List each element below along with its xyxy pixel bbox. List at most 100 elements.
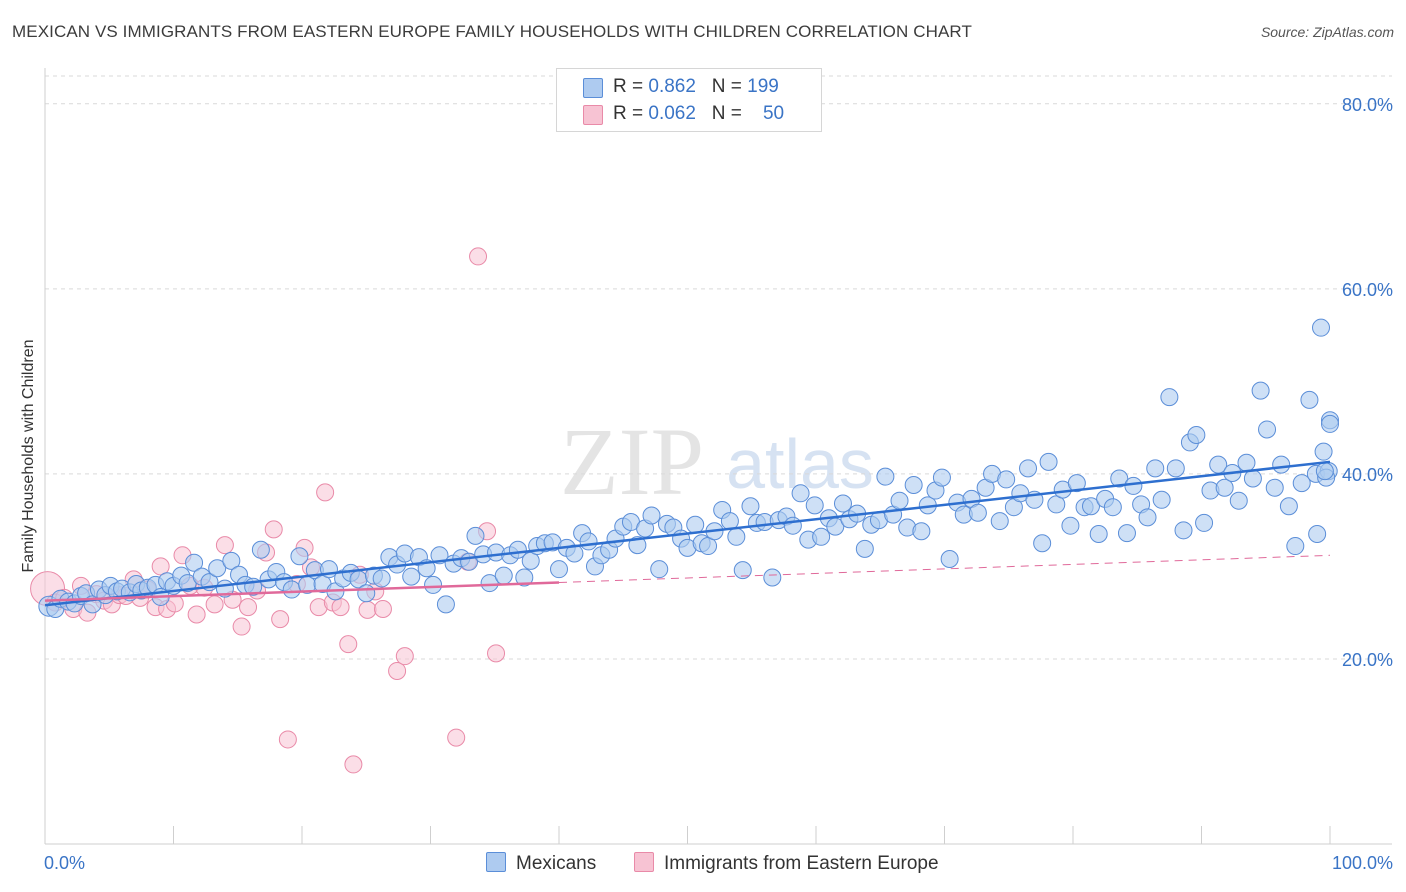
mexicans-point — [1047, 495, 1066, 514]
mexicans-point — [1265, 478, 1284, 497]
mexicans-point — [1152, 490, 1171, 509]
mexicans-point — [1174, 521, 1193, 540]
mexicans-point — [727, 527, 746, 546]
eastern-europe-point — [215, 536, 234, 555]
mexicans-point — [436, 595, 455, 614]
eastern-europe-point — [339, 635, 358, 654]
eastern-europe-point — [151, 557, 170, 576]
trend-lines — [44, 460, 1331, 607]
mexicans-point — [1272, 455, 1291, 474]
mexicans-point — [876, 467, 895, 486]
y-tick-label-80: 80.0% — [1342, 95, 1393, 115]
mexicans-point — [699, 537, 718, 556]
eastern-europe-point — [264, 520, 283, 539]
eastern-europe-trend-solid — [44, 581, 560, 602]
eastern-europe-point — [373, 599, 392, 618]
mexicans-point — [1251, 381, 1270, 400]
mexicans-point — [1110, 469, 1129, 488]
eastern-europe-point — [316, 483, 335, 502]
eastern-europe-point — [487, 644, 506, 663]
mexicans-point — [1195, 513, 1214, 532]
bottom-legend-label-mexicans: Mexicans — [516, 853, 597, 874]
bottom-legend-swatch-pink — [634, 852, 654, 872]
mexicans-point — [783, 516, 802, 535]
bottom-legend-swatch-blue — [486, 852, 506, 872]
mexicans-point — [650, 560, 669, 579]
mexicans-point — [515, 568, 534, 587]
mexicans-point — [424, 575, 443, 594]
y-tick-label-60: 60.0% — [1342, 280, 1393, 300]
mexicans-point — [579, 532, 598, 551]
mexicans-point — [1237, 453, 1256, 472]
mexicans-point — [1300, 390, 1319, 409]
mexicans-point — [1229, 491, 1248, 510]
mexicans-point — [1089, 525, 1108, 544]
mexicans-point — [1314, 442, 1333, 461]
mexicans-point — [686, 515, 705, 534]
mexicans-point — [997, 470, 1016, 489]
mexicans-point — [1124, 476, 1143, 495]
legend-swatch-blue — [583, 78, 603, 98]
eastern-europe-point — [395, 647, 414, 666]
mexicans-point — [1292, 474, 1311, 493]
eastern-europe-point — [205, 595, 224, 614]
mexicans-point — [1243, 469, 1262, 488]
mexicans-point — [494, 566, 513, 585]
chart-title: MEXICAN VS IMMIGRANTS FROM EASTERN EUROP… — [12, 22, 972, 41]
mexicans-trend-line — [44, 460, 1331, 607]
mexicans-point — [932, 468, 951, 487]
eastern-europe-point — [469, 247, 488, 266]
mexicans-point — [1138, 508, 1157, 527]
mexicans-point — [912, 522, 931, 541]
mexicans-point — [890, 491, 909, 510]
axes — [44, 68, 1392, 845]
mexicans-point — [208, 559, 227, 578]
mexicans-point — [222, 551, 241, 570]
mexicans-point — [550, 560, 568, 579]
legend-text-mexicans: R = 0.862 N = 199 — [613, 76, 779, 97]
eastern-europe-point — [447, 728, 466, 747]
stats-legend: R = 0.862 N = 199 R = 0.062 N = 50 — [556, 68, 822, 132]
mexicans-point — [1061, 516, 1080, 535]
watermark: ZIP atlas — [560, 408, 874, 515]
mexicans-point — [1187, 426, 1206, 445]
mexicans-point — [402, 567, 421, 586]
eastern-europe-point — [271, 610, 290, 629]
eastern-europe-trend-dashed — [558, 554, 1331, 584]
mexicans-point — [904, 475, 923, 494]
mexicans-point — [251, 540, 270, 559]
bottom-legend-label-eastern-europe: Immigrants from Eastern Europe — [664, 853, 939, 874]
mexicans-point — [372, 569, 391, 588]
eastern-europe-point — [278, 730, 297, 749]
mexicans-point — [940, 550, 959, 569]
x-tick-label-max: 100.0% — [1332, 853, 1393, 873]
mexicans-point — [521, 551, 540, 570]
y-tick-label-20: 20.0% — [1342, 650, 1393, 670]
eastern-europe-point — [331, 598, 350, 617]
mexicans-point — [812, 527, 831, 546]
mexicans-point — [1117, 524, 1136, 543]
mexicans-point — [1308, 525, 1327, 544]
source-label: Source: ZipAtlas.com — [1260, 24, 1394, 40]
mexicans-point — [1039, 452, 1058, 471]
mexicans-point — [1166, 459, 1185, 478]
mexicans-point — [1286, 537, 1305, 556]
mexicans-point — [1081, 497, 1100, 516]
watermark-zip: ZIP — [560, 408, 704, 515]
mexicans-point — [185, 553, 204, 572]
mexicans-point — [1160, 388, 1179, 407]
mexicans-point — [1312, 318, 1331, 337]
eastern-europe-points — [30, 247, 506, 774]
eastern-europe-point — [187, 605, 206, 624]
mexicans-point — [763, 568, 782, 587]
mexicans-point — [1103, 498, 1122, 517]
eastern-europe-point — [239, 598, 258, 617]
mexicans-point — [1215, 478, 1234, 497]
mexicans-point — [1258, 420, 1277, 439]
mexicans-point — [741, 497, 760, 516]
mexicans-point — [290, 547, 309, 566]
mexicans-point — [282, 580, 301, 599]
bottom-legend-eastern-europe: Immigrants from Eastern Europe — [634, 852, 939, 875]
eastern-europe-point — [358, 600, 377, 619]
